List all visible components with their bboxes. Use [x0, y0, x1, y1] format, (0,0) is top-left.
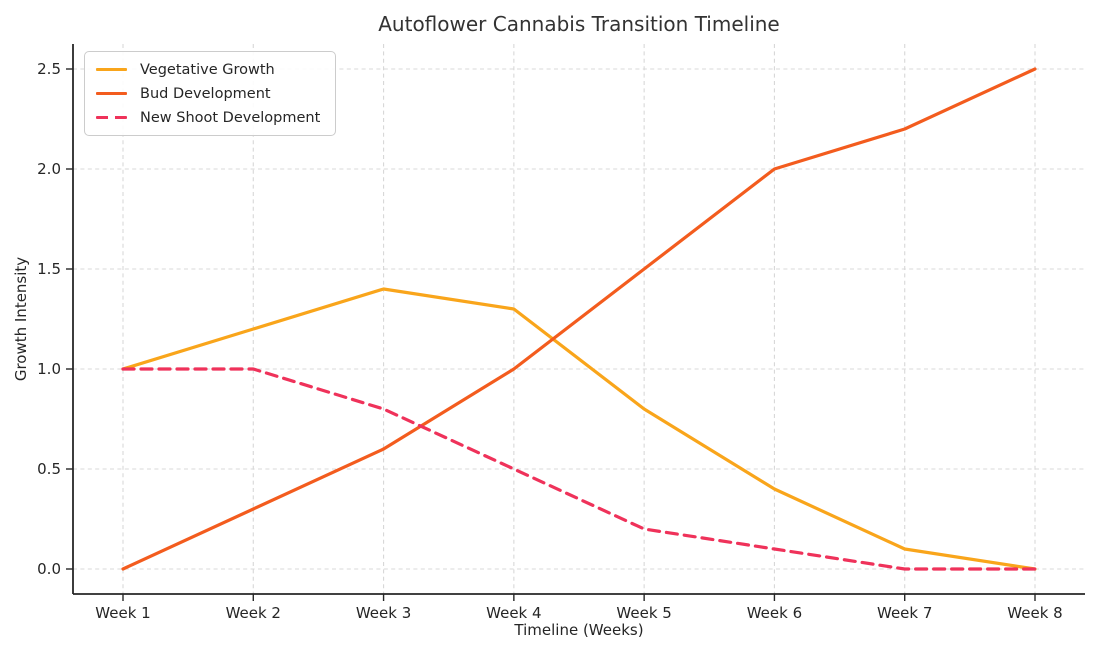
legend-item-bud-development: Bud Development [96, 84, 320, 103]
x-tick-label: Week 6 [747, 604, 802, 622]
series-line-vegetative-growth [121, 287, 1037, 571]
y-tick-label: 1.5 [37, 260, 61, 278]
x-tick-label: Week 5 [616, 604, 671, 622]
y-axis-label: Growth Intensity [12, 256, 30, 382]
y-tick-label: 0.0 [37, 560, 61, 578]
chart-title: Autoflower Cannabis Transition Timeline [378, 12, 780, 36]
y-tick-label: 0.5 [37, 460, 61, 478]
legend-label: New Shoot Development [140, 109, 321, 126]
y-tick-label: 2.0 [37, 160, 61, 178]
legend: Vegetative Growth Bud Development New Sh… [84, 51, 337, 136]
y-tick-label: 2.5 [37, 60, 61, 78]
legend-swatch-bud-development [96, 91, 127, 96]
x-tick-label: Week 2 [226, 604, 281, 622]
x-tick-label: Week 7 [877, 604, 932, 622]
x-tick-label: Week 3 [356, 604, 411, 622]
series-line-bud-development [121, 67, 1037, 571]
x-tick-label: Week 1 [95, 604, 150, 622]
x-tick-label: Week 4 [486, 604, 541, 622]
legend-swatch-vegetative-growth [96, 67, 127, 72]
legend-item-vegetative-growth: Vegetative Growth [96, 60, 320, 79]
x-tick-label: Week 8 [1007, 604, 1062, 622]
legend-label: Vegetative Growth [140, 61, 275, 78]
legend-item-new-shoot-development: New Shoot Development [96, 108, 320, 127]
legend-label: Bud Development [140, 85, 271, 102]
legend-swatch-new-shoot-development [96, 115, 127, 120]
series-line-new-shoot-development [121, 367, 1037, 571]
y-tick-label: 1.0 [37, 360, 61, 378]
x-axis-label: Timeline (Weeks) [514, 621, 644, 639]
